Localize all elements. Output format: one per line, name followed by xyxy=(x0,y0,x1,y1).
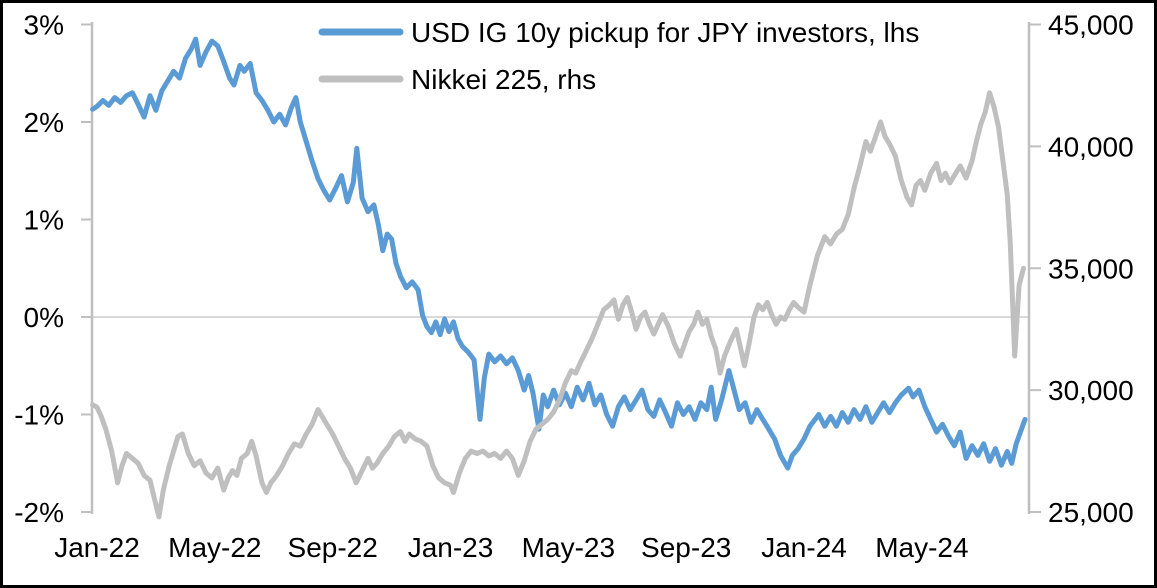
right-axis-tick-label: 25,000 xyxy=(1048,497,1134,528)
x-axis-tick-label: Sep-22 xyxy=(288,532,378,563)
right-axis-tick-label: 40,000 xyxy=(1048,131,1134,162)
x-axis-tick-label: Jan-22 xyxy=(54,532,140,563)
x-axis-tick-label: May-22 xyxy=(168,532,261,563)
left-axis-tick-label: 1% xyxy=(24,205,64,236)
right-axis-tick-label: 30,000 xyxy=(1048,375,1134,406)
legend-usd-ig-label: USD IG 10y pickup for JPY investors, lhs xyxy=(411,17,919,48)
x-axis-tick-label: Sep-23 xyxy=(641,532,731,563)
x-axis-tick-label: May-23 xyxy=(522,532,615,563)
right-axis-tick-label: 45,000 xyxy=(1048,10,1134,41)
right-axis-tick-label: 35,000 xyxy=(1048,253,1134,284)
x-axis-tick-label: Jan-24 xyxy=(761,532,847,563)
left-axis-tick-label: 0% xyxy=(24,302,64,333)
left-axis-tick-label: -2% xyxy=(14,497,64,528)
legend-nikkei-label: Nikkei 225, rhs xyxy=(411,64,596,95)
nikkei-225-line xyxy=(90,90,1026,520)
chart-legend: USD IG 10y pickup for JPY investors, lhs… xyxy=(318,17,919,95)
left-axis-tick-label: -1% xyxy=(14,400,64,431)
x-axis-tick-label: May-24 xyxy=(875,532,968,563)
left-axis-tick-label: 3% xyxy=(24,10,64,41)
x-axis-tick-label: Jan-23 xyxy=(408,532,494,563)
left-axis-tick-label: 2% xyxy=(24,107,64,138)
